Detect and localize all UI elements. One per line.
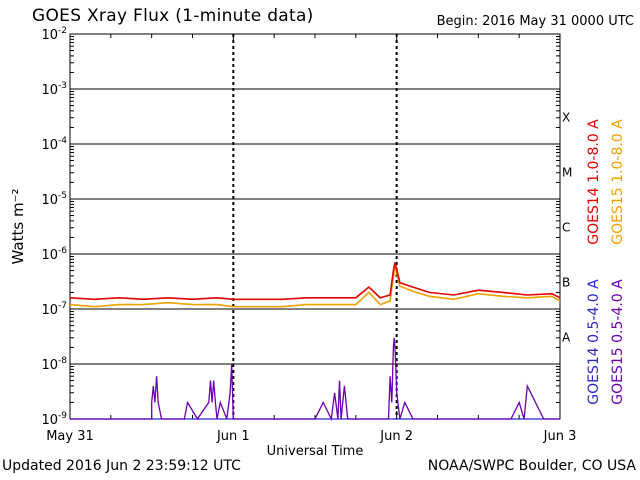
x-tick-label: Jun 3: [543, 429, 577, 444]
y-tick-label: 10-8: [41, 356, 67, 373]
y-tick-label: 10-2: [41, 26, 67, 43]
begin-time-label: Begin: 2016 May 31 0000 UTC: [436, 14, 634, 29]
y-tick-label: 10-9: [41, 411, 67, 428]
goes15-long-line: [69, 266, 561, 308]
legend-entry: GOES15 1.0-8.0 A: [610, 119, 626, 245]
flare-class-b: B: [562, 276, 570, 290]
y-tick-label: 10-5: [41, 191, 67, 208]
y-tick-label: 10-6: [41, 246, 67, 263]
legend-entry: GOES15 0.5-4.0 A: [610, 279, 626, 405]
goes14-long-line: [69, 262, 561, 301]
y-tick-label: 10-4: [41, 136, 67, 153]
legend-entry: GOES14 1.0-8.0 A: [586, 119, 602, 245]
chart-title: GOES Xray Flux (1-minute data): [32, 6, 314, 26]
plot-frame: [69, 33, 561, 420]
x-axis-label: Universal Time: [267, 444, 364, 459]
y-tick-label: 10-3: [41, 81, 67, 98]
updated-timestamp: Updated 2016 Jun 2 23:59:12 UTC: [2, 458, 241, 474]
goes15-short-line: [70, 337, 560, 422]
credit-label: NOAA/SWPC Boulder, CO USA: [427, 458, 636, 474]
y-axis-label: Watts m⁻²: [9, 189, 27, 265]
flare-class-m: M: [562, 166, 572, 180]
x-tick-label: Jun 2: [379, 429, 413, 444]
x-tick-label: May 31: [46, 429, 94, 444]
flare-class-a: A: [562, 331, 571, 345]
flare-class-x: X: [562, 111, 570, 125]
y-tick-label: 10-7: [41, 301, 67, 318]
x-tick-label: Jun 1: [216, 429, 250, 444]
legend-entry: GOES14 0.5-4.0 A: [586, 279, 602, 405]
flare-class-c: C: [562, 221, 570, 235]
